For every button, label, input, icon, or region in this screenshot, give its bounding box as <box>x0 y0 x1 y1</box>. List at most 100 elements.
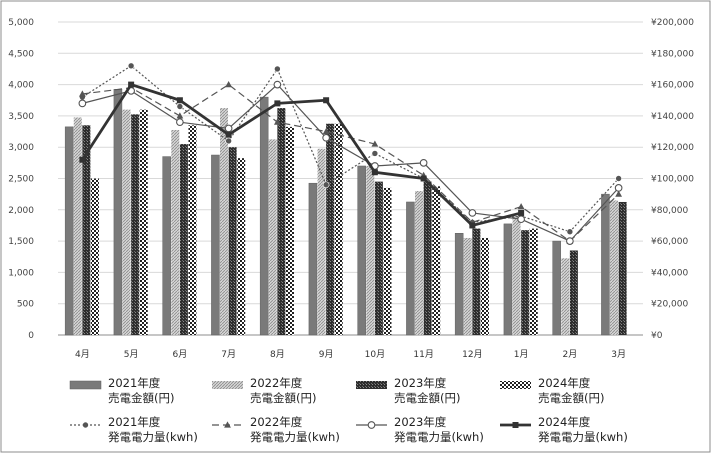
x-tick-label: 9月 <box>319 349 334 360</box>
x-tick-label: 4月 <box>75 349 90 360</box>
bar <box>529 228 538 335</box>
line-point <box>176 97 183 104</box>
bar <box>162 156 171 336</box>
bar <box>73 117 82 335</box>
bar <box>503 223 513 336</box>
line-point <box>371 150 379 157</box>
line-point <box>176 118 184 127</box>
bar <box>374 181 383 335</box>
legend-label-measure: 売電金額(円) <box>108 391 174 405</box>
legend-label-measure: 売電金額(円) <box>394 391 460 405</box>
bar <box>237 158 246 335</box>
bar <box>454 233 464 336</box>
line-point <box>517 203 525 210</box>
line-point <box>176 112 184 119</box>
line-point <box>274 65 281 73</box>
x-tick-label: 1月 <box>514 349 529 360</box>
bar <box>211 154 220 336</box>
legend-swatch <box>356 381 387 389</box>
bar <box>561 258 570 335</box>
line-series <box>78 62 623 245</box>
legend-swatch <box>212 381 243 389</box>
line-point <box>224 124 233 133</box>
bar <box>415 191 424 335</box>
bar <box>139 109 148 335</box>
line-point <box>274 100 281 107</box>
line-point <box>517 215 525 224</box>
y-tick-label: 4,000 <box>8 81 34 91</box>
bar <box>610 200 619 335</box>
legend-label-year: 2021年度 <box>108 376 161 390</box>
line-point <box>419 159 428 167</box>
line-point <box>128 81 135 88</box>
legend-label-measure: 発電電力量(kwh) <box>250 430 340 444</box>
bar <box>82 125 91 335</box>
y2-tick-label: ¥80,000 <box>651 206 688 216</box>
bar <box>463 237 472 335</box>
line-point <box>615 175 622 182</box>
y-tick-label: 2,000 <box>8 206 34 216</box>
line-point <box>512 422 519 428</box>
line-point <box>469 222 476 229</box>
bar <box>64 126 74 336</box>
line-point <box>225 81 233 88</box>
y2-tick-label: ¥20,000 <box>651 300 688 310</box>
y2-tick-label: ¥40,000 <box>651 268 688 278</box>
bar <box>220 108 229 335</box>
bar <box>406 201 415 336</box>
series-line <box>82 65 620 233</box>
bar <box>179 144 188 335</box>
legend-label-measure: 発電電力量(kwh) <box>108 430 198 444</box>
gridlines <box>58 21 643 336</box>
x-tick-label: 2月 <box>563 349 578 360</box>
line-point <box>127 62 135 70</box>
y-tick-label: 1,500 <box>8 237 34 247</box>
bar <box>228 147 237 335</box>
bar <box>618 201 627 335</box>
bar <box>285 126 294 335</box>
bar <box>268 139 277 335</box>
y-tick-label: 0 <box>28 331 34 341</box>
legend-label-year: 2024年度 <box>538 415 591 429</box>
line-point <box>367 421 376 429</box>
legend-swatch <box>500 381 531 389</box>
line-point <box>468 209 477 217</box>
legend-label-year: 2022年度 <box>250 415 303 429</box>
line-point <box>78 99 87 108</box>
legend-label-measure: 売電金額(円) <box>538 391 604 405</box>
line-point <box>420 175 427 182</box>
legend-label-measure: 売電金額(円) <box>250 391 316 405</box>
line-point <box>371 169 378 176</box>
line-point <box>566 228 574 236</box>
series-line <box>81 83 522 227</box>
bar <box>521 230 530 335</box>
legend-swatch <box>69 380 102 390</box>
y2-tick-label: ¥100,000 <box>651 175 694 185</box>
y-tick-label: 1,000 <box>8 268 34 278</box>
line-point <box>225 137 232 145</box>
bar <box>472 228 481 335</box>
legend-label-year: 2022年度 <box>250 376 303 390</box>
line-point <box>79 156 86 163</box>
bar <box>90 178 99 335</box>
y2-tick-label: ¥120,000 <box>651 143 694 153</box>
y2-tick-label: ¥200,000 <box>651 18 694 28</box>
line-point <box>273 80 282 89</box>
bar <box>171 129 180 335</box>
line-point <box>273 118 281 125</box>
bar <box>188 125 197 335</box>
line-point <box>323 97 330 104</box>
bar <box>131 114 140 336</box>
bar <box>512 216 521 335</box>
line-point <box>176 103 184 110</box>
bar <box>423 181 432 335</box>
